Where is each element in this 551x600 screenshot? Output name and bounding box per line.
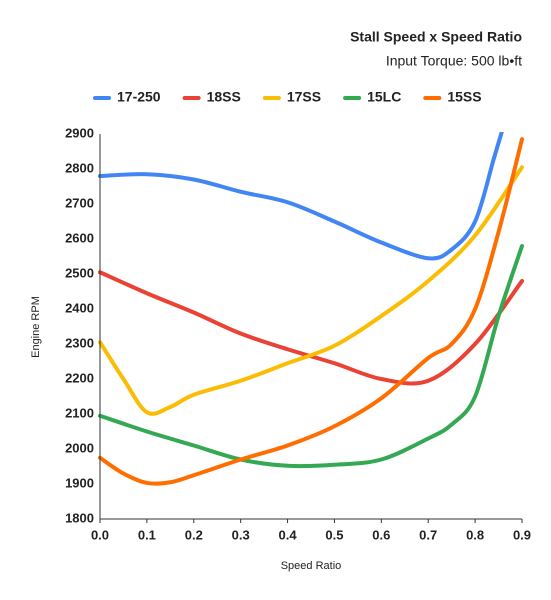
y-tick-label: 1800 [65,510,94,525]
y-tick-label: 2000 [65,440,94,455]
series-line [98,132,504,261]
legend-label: 17-250 [117,89,161,105]
x-tick-label: 0.7 [419,527,437,542]
chart-title: Stall Speed x Speed Ratio [350,29,522,45]
series-line [98,137,524,486]
legend-label: 15SS [447,89,481,105]
y-axis-label: Engine RPM [30,296,42,358]
x-tick-label: 0.3 [232,527,250,542]
series-line [98,165,524,416]
x-tick-label: 0.9 [513,527,531,542]
y-tick-label: 2800 [65,160,94,175]
series-line [98,244,524,469]
legend-label: 15LC [367,89,401,105]
y-tick-label: 1900 [65,475,94,490]
legend-label: 17SS [287,89,321,105]
legend-label: 18SS [207,89,241,105]
y-tick-label: 2500 [65,265,94,280]
x-axis-label: Speed Ratio [281,560,342,572]
series-line [98,270,524,386]
y-tick-label: 2200 [65,370,94,385]
y-tick-label: 2700 [65,195,94,210]
x-tick-label: 0.8 [466,527,484,542]
y-tick-label: 2400 [65,300,94,315]
y-tick-label: 2300 [65,335,94,350]
x-tick-label: 0.1 [138,527,156,542]
x-tick-label: 0.5 [325,527,343,542]
x-tick-label: 0.0 [91,527,109,542]
x-tick-label: 0.6 [372,527,390,542]
y-tick-label: 2600 [65,230,94,245]
y-tick-label: 2100 [65,405,94,420]
x-tick-label: 0.4 [279,527,298,542]
x-tick-label: 0.2 [185,527,203,542]
chart-subtitle: Input Torque: 500 lb•ft [386,53,522,69]
y-tick-label: 2900 [65,125,94,140]
